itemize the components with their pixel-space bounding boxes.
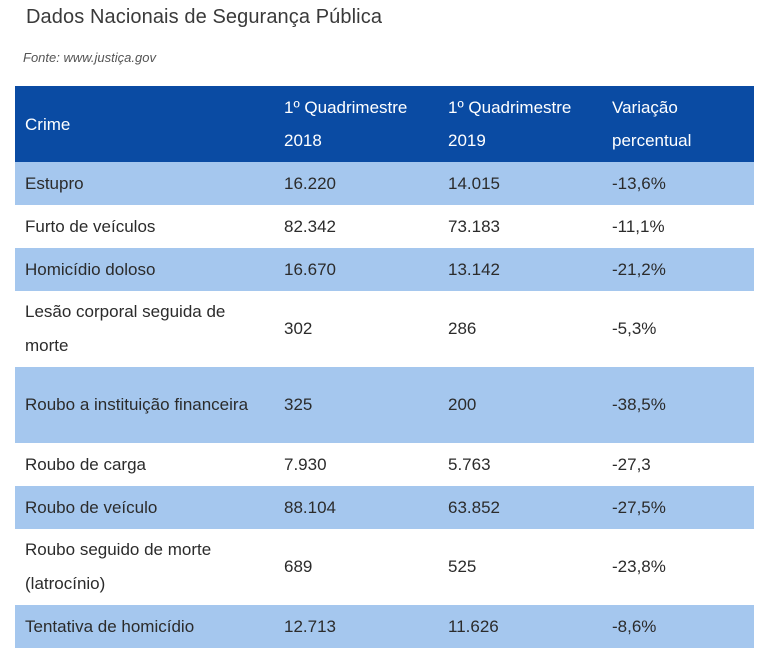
header-crime-label: Crime — [25, 114, 71, 134]
variation-cell: -5,3% — [602, 291, 754, 367]
header-variation-line1: Variação — [612, 98, 678, 117]
table-row: Lesão corporal seguida de morte 302 286 … — [15, 291, 754, 367]
table-header-row: Crime 1º Quadrimestre 2018 1º Quadrimest… — [15, 86, 754, 162]
source-note: Fonte: www.justiça.gov — [23, 50, 156, 65]
header-2018: 1º Quadrimestre 2018 — [274, 86, 438, 162]
table-row: Roubo a instituição financeira 325 200 -… — [15, 367, 754, 443]
table-row: Roubo seguido de morte (latrocínio) 689 … — [15, 529, 754, 605]
crime-cell: Estupro — [15, 162, 274, 205]
value-2018-cell: 302 — [274, 291, 438, 367]
crime-cell: Furto de veículos — [15, 205, 274, 248]
value-2019-cell: 73.183 — [438, 205, 602, 248]
crime-cell: Roubo a instituição financeira — [15, 367, 274, 443]
variation-cell: -13,6% — [602, 162, 754, 205]
value-2019-cell: 200 — [438, 367, 602, 443]
header-variation-line2: percentual — [612, 131, 692, 150]
crime-cell: Roubo seguido de morte (latrocínio) — [15, 529, 274, 605]
variation-cell: -8,6% — [602, 605, 754, 648]
crime-cell: Roubo de veículo — [15, 486, 274, 529]
header-2019: 1º Quadrimestre 2019 — [438, 86, 602, 162]
value-2019-cell: 13.142 — [438, 248, 602, 291]
header-2018-line2: 2018 — [284, 131, 322, 150]
variation-cell: -23,8% — [602, 529, 754, 605]
value-2018-cell: 689 — [274, 529, 438, 605]
table-row: Tentativa de homicídio 12.713 11.626 -8,… — [15, 605, 754, 648]
variation-cell: -11,1% — [602, 205, 754, 248]
header-2018-line1: 1º Quadrimestre — [284, 98, 408, 117]
header-crime: Crime — [15, 86, 274, 162]
page-title: Dados Nacionais de Segurança Pública — [26, 6, 383, 28]
crime-statistics-table: Crime 1º Quadrimestre 2018 1º Quadrimest… — [15, 86, 754, 648]
value-2019-cell: 14.015 — [438, 162, 602, 205]
table-row: Furto de veículos 82.342 73.183 -11,1% — [15, 205, 754, 248]
value-2018-cell: 325 — [274, 367, 438, 443]
value-2019-cell: 525 — [438, 529, 602, 605]
value-2019-cell: 63.852 — [438, 486, 602, 529]
value-2018-cell: 7.930 — [274, 443, 438, 486]
value-2019-cell: 286 — [438, 291, 602, 367]
variation-cell: -21,2% — [602, 248, 754, 291]
variation-cell: -38,5% — [602, 367, 754, 443]
header-2019-line2: 2019 — [448, 131, 486, 150]
value-2018-cell: 12.713 — [274, 605, 438, 648]
variation-cell: -27,5% — [602, 486, 754, 529]
crime-cell: Lesão corporal seguida de morte — [15, 291, 274, 367]
table-row: Roubo de carga 7.930 5.763 -27,3 — [15, 443, 754, 486]
value-2019-cell: 11.626 — [438, 605, 602, 648]
value-2018-cell: 16.220 — [274, 162, 438, 205]
variation-cell: -27,3 — [602, 443, 754, 486]
header-variation: Variação percentual — [602, 86, 754, 162]
crime-cell: Tentativa de homicídio — [15, 605, 274, 648]
table-row: Homicídio doloso 16.670 13.142 -21,2% — [15, 248, 754, 291]
crime-cell: Roubo de carga — [15, 443, 274, 486]
table-row: Estupro 16.220 14.015 -13,6% — [15, 162, 754, 205]
value-2018-cell: 82.342 — [274, 205, 438, 248]
crime-cell: Homicídio doloso — [15, 248, 274, 291]
value-2018-cell: 16.670 — [274, 248, 438, 291]
value-2018-cell: 88.104 — [274, 486, 438, 529]
header-2019-line1: 1º Quadrimestre — [448, 98, 572, 117]
value-2019-cell: 5.763 — [438, 443, 602, 486]
table-row: Roubo de veículo 88.104 63.852 -27,5% — [15, 486, 754, 529]
